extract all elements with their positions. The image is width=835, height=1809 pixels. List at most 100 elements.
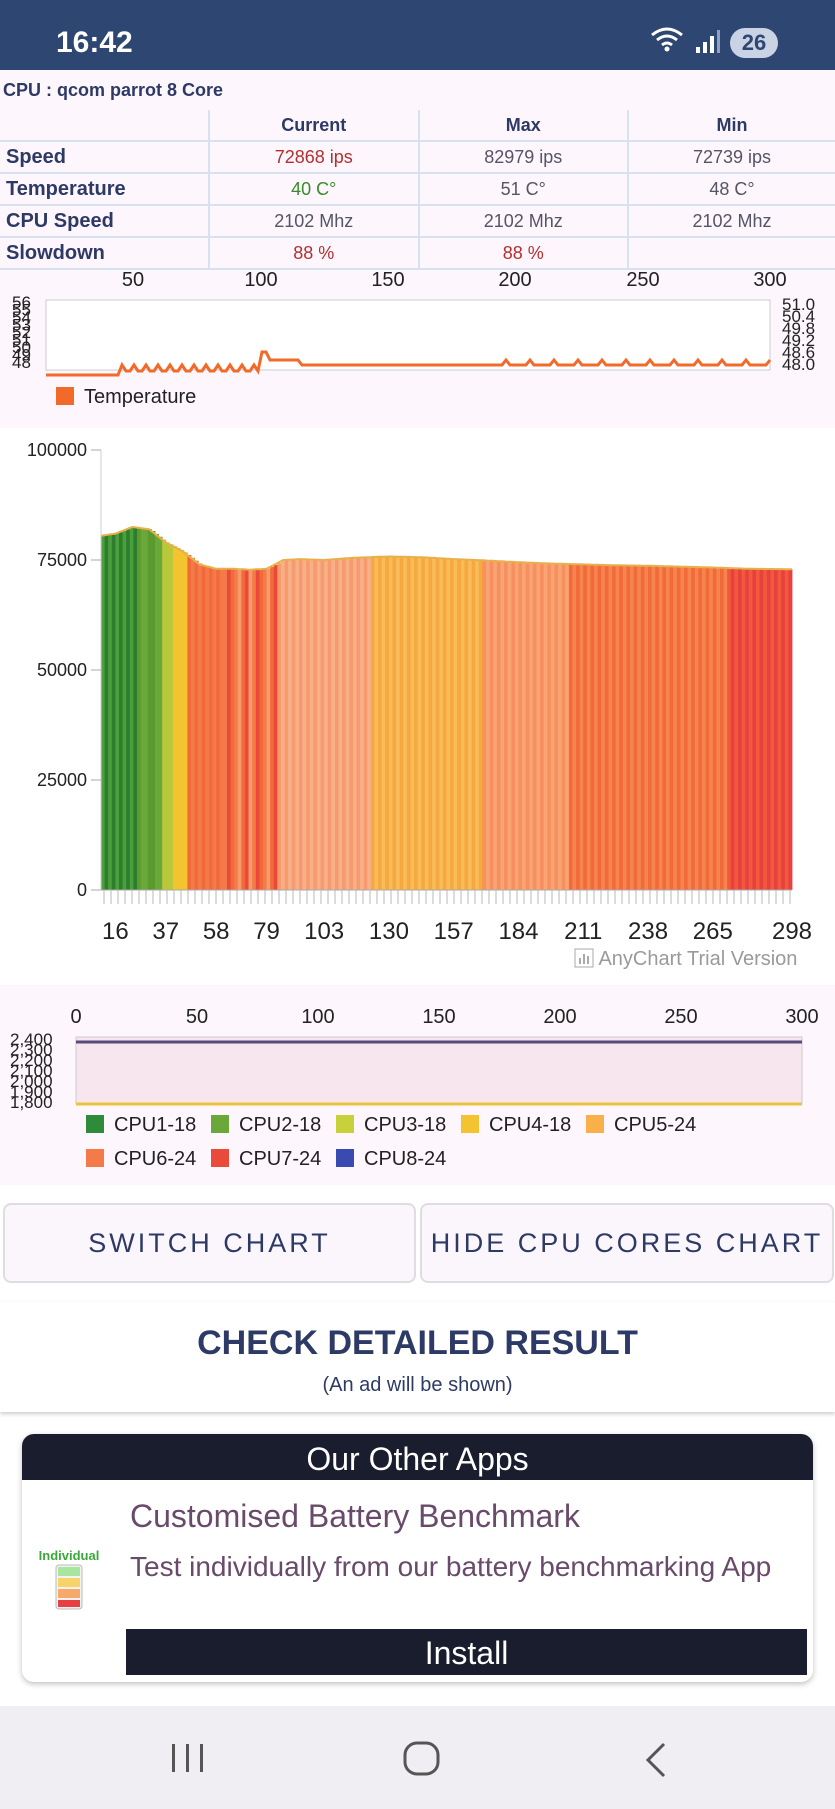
speed-bar [378, 556, 383, 890]
cpu-legend-item: CPU3-18 [336, 1114, 446, 1137]
speed-bar [756, 568, 761, 890]
speed-bar [759, 568, 764, 890]
temp-x-tick: 300 [753, 269, 786, 291]
speed-bar [374, 557, 379, 890]
temp-y-axis-right: 51.050.449.849.248.648.0 [782, 295, 815, 374]
speed-bar [576, 564, 581, 890]
speed-bar [720, 567, 725, 890]
speed-bar [471, 559, 476, 890]
speed-bar [252, 569, 257, 890]
temp-y-tick-right: 49.2 [782, 331, 815, 350]
recent-apps-icon[interactable] [170, 1742, 206, 1774]
speed-bar [583, 564, 588, 890]
speed-x-axis: 16 37 58 79 103 130 157 184 211 238 265 298 [102, 918, 812, 945]
speed-bar [518, 562, 523, 890]
speed-x-tick: 103 [304, 918, 344, 945]
speed-bar [493, 560, 498, 890]
table-row: Temperature 40 C° 51 C° 48 C° [0, 173, 835, 206]
speed-bar [478, 560, 483, 890]
speed-x-tick: 265 [693, 918, 733, 945]
speed-y-tick: 100000 [27, 440, 87, 460]
speed-bar [637, 565, 642, 890]
app-name[interactable]: Customised Battery Benchmark [130, 1498, 580, 1534]
temp-x-tick: 50 [122, 269, 144, 291]
speed-x-tick: 130 [369, 918, 409, 945]
cores-x-tick: 300 [785, 1006, 818, 1028]
speed-bar [633, 565, 638, 890]
speed-bar [424, 557, 429, 890]
speed-bar [658, 566, 663, 890]
cpu-legend-label: CPU3-18 [364, 1114, 447, 1136]
speed-bar [169, 544, 174, 890]
other-apps-header: Our Other Apps [22, 1434, 813, 1480]
speed-bar [410, 557, 415, 890]
speed-bar [673, 566, 678, 890]
speed-bar [111, 534, 116, 890]
speed-bar [460, 559, 465, 890]
install-button[interactable]: Install [126, 1629, 807, 1675]
speed-bar [144, 528, 149, 890]
anychart-credit: AnyChart Trial Version [574, 948, 797, 971]
cores-y-tick: 2,400 [10, 1030, 53, 1049]
speed-bar [349, 558, 354, 890]
hide-cpu-cores-chart-button[interactable]: HIDE CPU CORES CHART [420, 1203, 834, 1283]
speed-chart: 100000 75000 50000 25000 0 16 37 58 79 103 130 157… [27, 440, 812, 945]
table-row: CPU Speed 2102 Mhz 2102 Mhz 2102 Mhz [0, 205, 835, 238]
speed-bar [640, 565, 645, 890]
battery-app-icon[interactable]: Individual [34, 1548, 104, 1616]
speed-x-tick: 238 [628, 918, 668, 945]
speed-bar [504, 561, 509, 890]
speed-x-tick: 184 [498, 918, 538, 945]
speed-bar [201, 565, 206, 890]
cores-x-tick: 250 [664, 1006, 697, 1028]
speed-bar [464, 559, 469, 890]
speed-bar [752, 568, 757, 890]
speed-bar [288, 559, 293, 890]
speed-bar [266, 568, 271, 890]
switch-chart-button[interactable]: SWITCH CHART [3, 1203, 416, 1283]
speed-bar [154, 533, 159, 890]
temperature-series-line [46, 350, 772, 377]
speed-bar [687, 566, 692, 890]
speed-bar [115, 533, 120, 890]
speed-bar [147, 529, 152, 890]
speed-bar [784, 569, 789, 890]
speed-bar [486, 560, 491, 890]
speed-bar [277, 563, 282, 890]
temp-y-tick-left: 53 [12, 316, 31, 335]
speed-bar [338, 558, 343, 890]
speed-bar [738, 568, 743, 890]
speed-bar [237, 569, 242, 890]
speed-bar [104, 535, 109, 890]
temp-y-tick-right: 50.4 [782, 307, 815, 326]
speed-bar [392, 556, 397, 890]
speed-bar [396, 556, 401, 890]
cpu-legend-label: CPU8-24 [364, 1148, 447, 1170]
header-min: Min [627, 110, 835, 142]
speed-bar [514, 562, 519, 890]
speed-x-tick: 298 [772, 918, 812, 945]
speed-bar [219, 568, 224, 890]
cores-x-tick: 50 [186, 1006, 208, 1028]
home-icon[interactable] [402, 1740, 442, 1778]
cores-y-tick: 1,800 [10, 1093, 53, 1112]
speed-bar [403, 556, 408, 890]
speed-bar [496, 561, 501, 890]
speed-bar [133, 527, 138, 890]
speed-bar [381, 556, 386, 890]
speed-bar [766, 568, 771, 890]
speed-bar [298, 559, 303, 890]
cores-y-tick: 2,000 [10, 1072, 53, 1091]
speed-bar [684, 566, 689, 890]
speed-bar [158, 536, 163, 890]
cpu-legend-swatch [336, 1149, 354, 1167]
cpu-legend-label: CPU6-24 [114, 1148, 197, 1170]
speed-bar [565, 563, 570, 890]
check-detailed-result-button[interactable]: CHECK DETAILED RESULT (An ad will be sho… [0, 1302, 835, 1412]
speed-bar [273, 565, 278, 890]
speed-bar [187, 554, 192, 890]
navigation-bar [0, 1706, 835, 1809]
speed-bar [140, 528, 145, 890]
back-icon[interactable] [642, 1742, 670, 1778]
speed-bar [435, 558, 440, 890]
